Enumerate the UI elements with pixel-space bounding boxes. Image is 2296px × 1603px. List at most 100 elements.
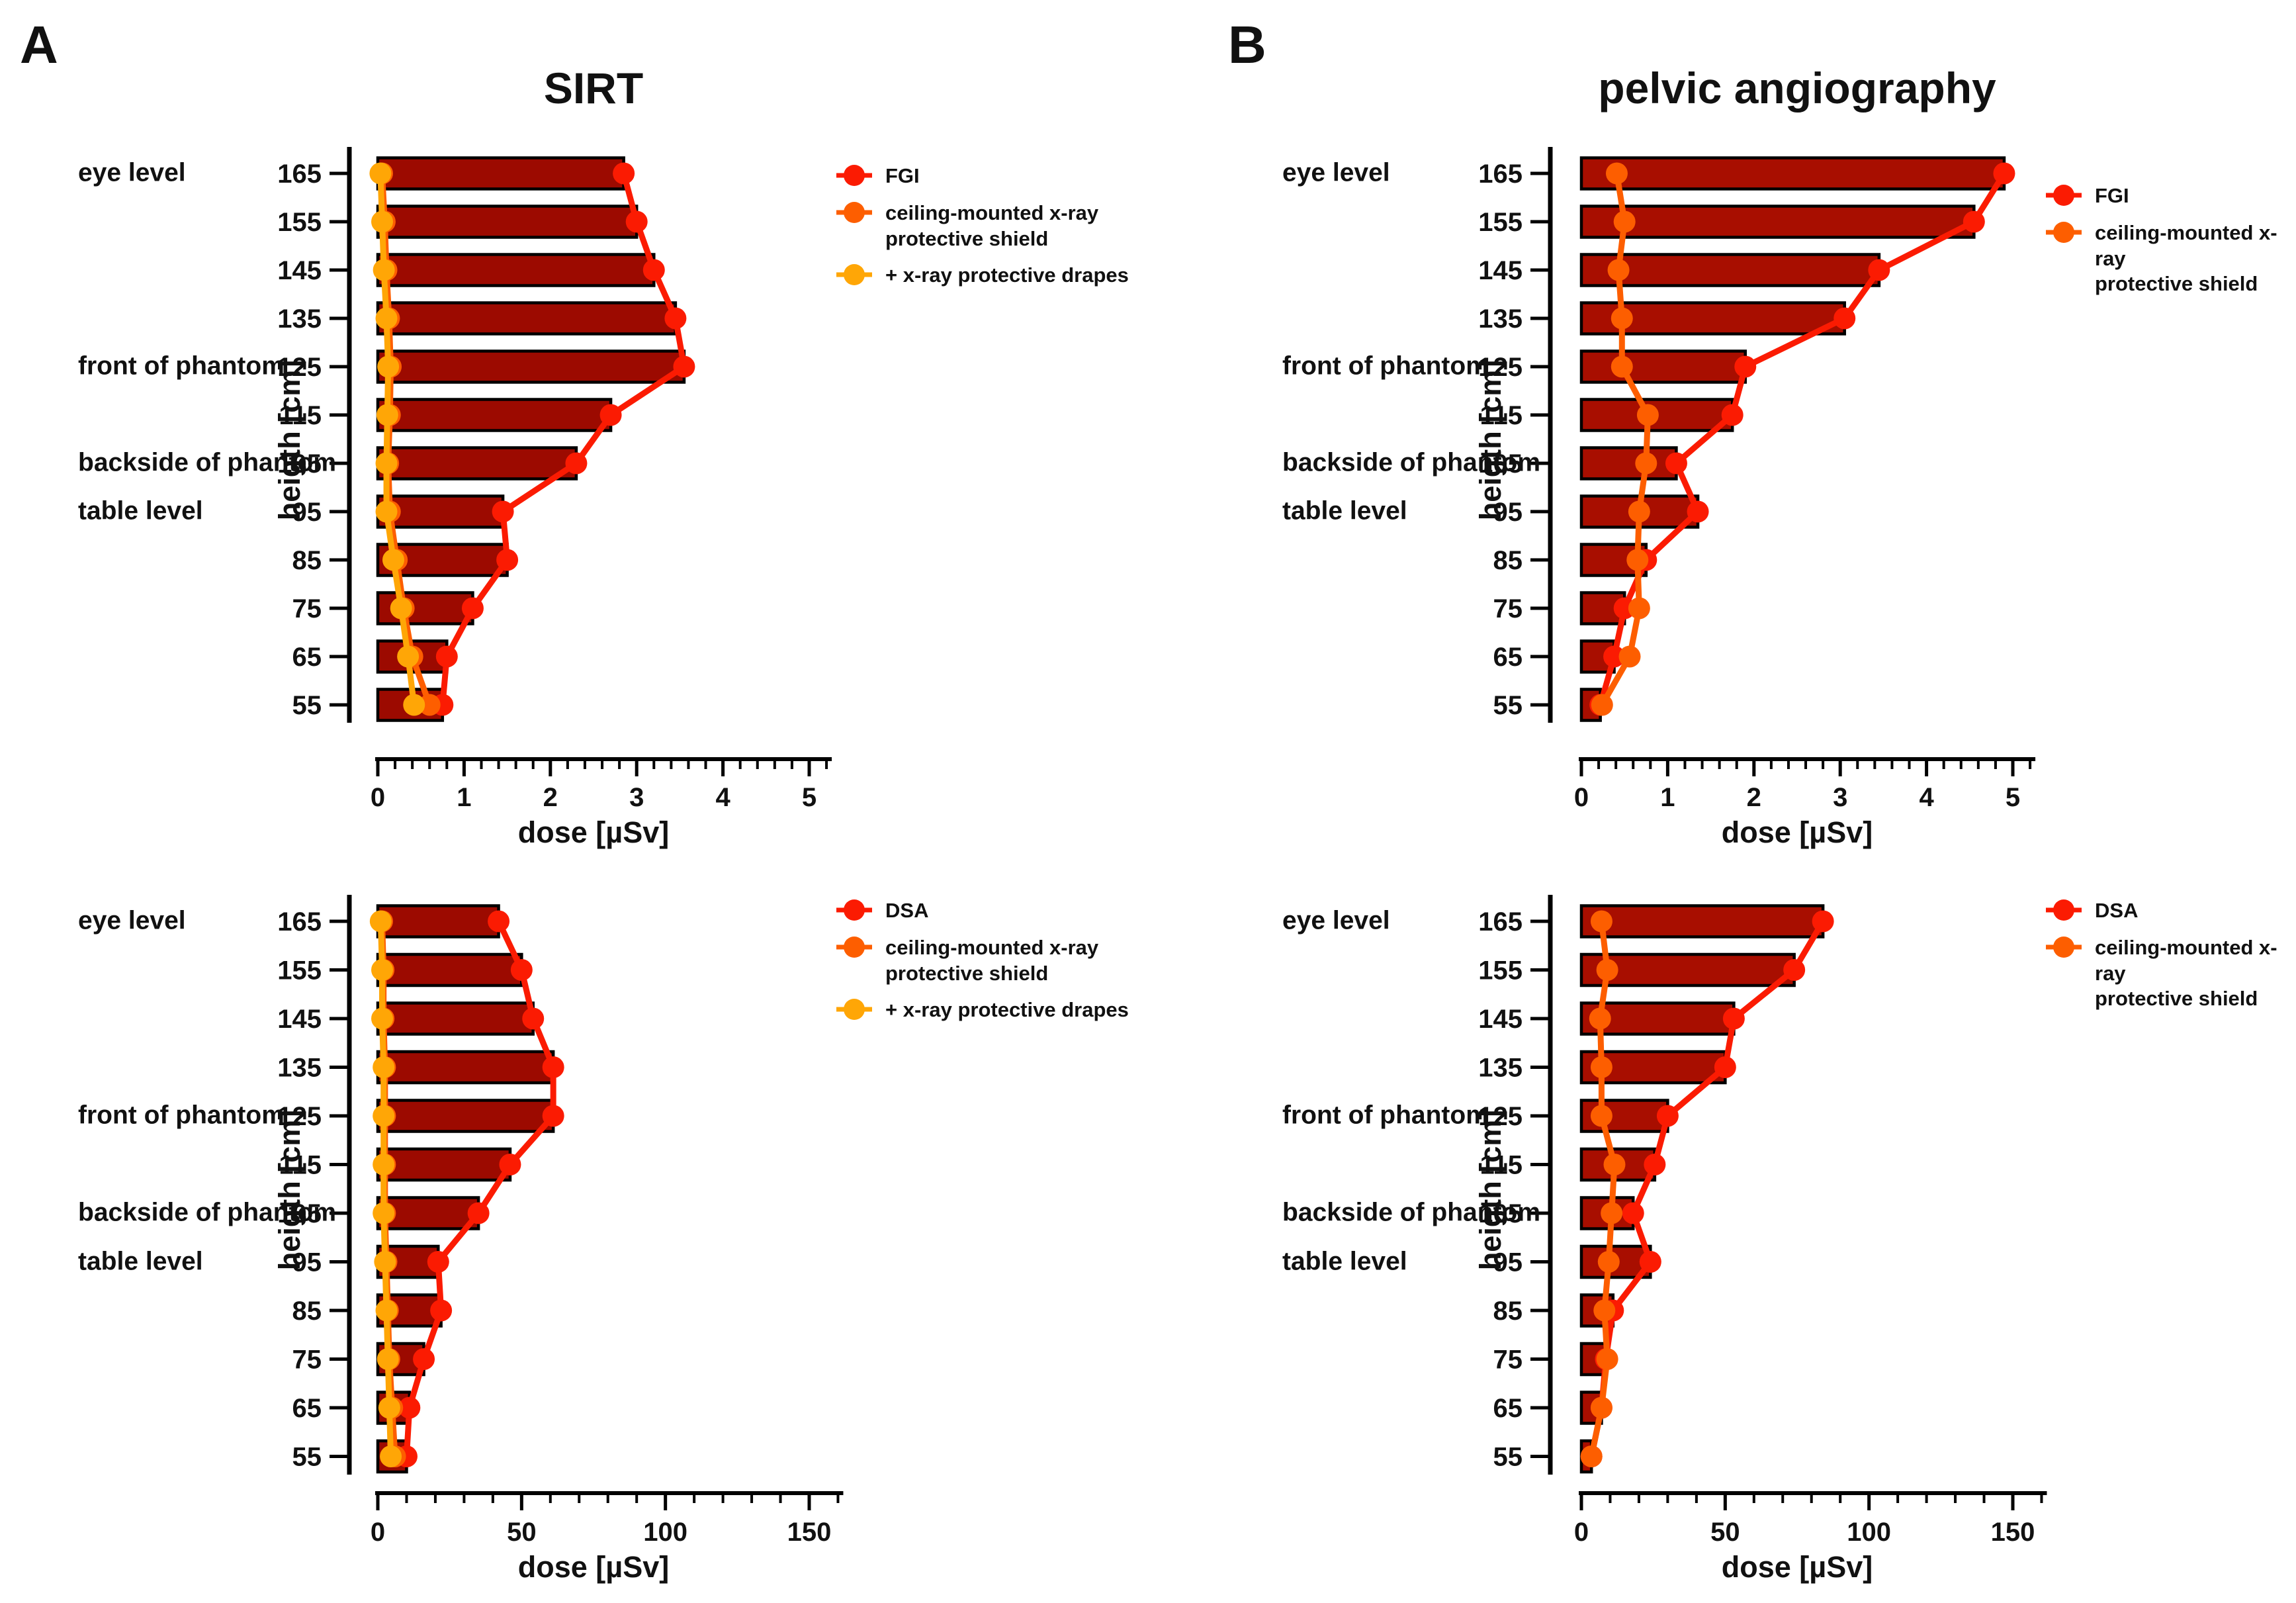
legend-label: FGI	[885, 164, 920, 187]
annotation-table-level: table level	[1282, 496, 1407, 526]
marker-dsa-165	[1812, 910, 1834, 933]
bar-fgi-105	[1579, 446, 1678, 481]
legend-marker-icon	[836, 899, 872, 921]
legend-marker-dot	[844, 999, 865, 1021]
bar-dsa-165	[376, 904, 500, 939]
marker-ceiling-mounted-x-ray-165	[1590, 910, 1612, 933]
y-tick-label: 95	[1493, 498, 1523, 527]
marker-fgi-75	[461, 597, 484, 619]
bar-fgi-145	[376, 253, 656, 287]
legend-label: + x-ray protective drapes	[885, 263, 1129, 287]
legend-label: ceiling-mounted x-ray protective shield	[2095, 935, 2277, 1011]
y-tick-label: 125	[277, 353, 322, 382]
y-tick-label: 135	[1478, 304, 1523, 334]
y-tick-label: 105	[277, 449, 322, 479]
marker-dsa-155	[510, 959, 533, 981]
marker-ceiling-mounted-x-ray-145	[1589, 1007, 1611, 1030]
y-tick-label: 75	[1493, 594, 1523, 623]
marker-dsa-65	[398, 1397, 421, 1419]
marker-fgi-65	[435, 645, 458, 668]
x-tick-label: 3	[1833, 783, 1847, 812]
legend-pelvic-angiography-dsa: DSA ceiling-mounted x-ray protective shie…	[2045, 897, 2296, 1012]
legend-marker-dot	[844, 264, 865, 286]
x-tick-label: 0	[371, 1518, 385, 1547]
x-tick-label: 150	[787, 1518, 832, 1547]
y-tick-label: 115	[279, 401, 322, 430]
y-tick-label: 145	[1478, 1005, 1523, 1034]
marker-dsa-75	[413, 1348, 435, 1370]
marker-x-ray-protective-drapes-85	[382, 549, 404, 571]
bar-fgi-125	[376, 349, 686, 384]
marker-ceiling-mounted-x-ray-135	[1590, 1056, 1612, 1078]
x-tick-label: 3	[629, 783, 644, 812]
chart-pelvic-angiography-fgi: 165 155 145 135 125 115 105 95 85 75 65 55 0 1 2 3 4 5	[1478, 147, 2036, 812]
marker-ceiling-mounted-x-ray-85	[1626, 549, 1649, 571]
bar-fgi-135	[376, 301, 678, 336]
x-tick-label: 150	[1991, 1518, 2035, 1547]
legend-marker-dot	[844, 899, 865, 921]
marker-dsa-95	[427, 1251, 449, 1273]
legend-pelvic-angiography-fgi: FGI ceiling-mounted x-ray protective shie…	[2045, 183, 2296, 297]
x-tick-label: 1	[457, 783, 471, 812]
marker-dsa-125	[1656, 1105, 1679, 1127]
legend-entry-dsa: DSA	[835, 897, 1129, 924]
annotation-table-level: table level	[78, 496, 203, 526]
y-tick-label: 85	[1493, 1297, 1523, 1326]
legend-marker-icon	[836, 999, 872, 1021]
legend-entry-ceiling-mounted-x-ray: ceiling-mounted x-ray protective shield	[2045, 935, 2296, 1012]
marker-fgi-95	[1687, 500, 1709, 523]
marker-fgi-145	[1868, 259, 1890, 281]
marker-x-ray-protective-drapes-125	[373, 1105, 395, 1127]
x-tick-label: 2	[543, 783, 558, 812]
y-tick-label: 85	[292, 546, 322, 575]
marker-ceiling-mounted-x-ray-105	[1635, 452, 1657, 475]
marker-ceiling-mounted-x-ray-125	[1590, 1105, 1612, 1127]
legend-marker-icon	[836, 264, 872, 286]
y-tick-label: 85	[1493, 546, 1523, 575]
marker-fgi-115	[1721, 404, 1744, 426]
y-tick-label: 75	[1493, 1346, 1523, 1375]
x-tick-label: 4	[1919, 783, 1934, 812]
y-tick-label: 55	[1493, 691, 1523, 720]
legend-marker-icon	[2046, 899, 2082, 921]
y-tick-label: 135	[277, 304, 322, 334]
chart-title-pelvic-angiography-fgi: pelvic angiography	[1598, 64, 1996, 113]
marker-ceiling-mounted-x-ray-105	[1601, 1202, 1623, 1224]
y-axis-title-pelvic-angiography-fgi: heigth [cm]	[1474, 359, 1507, 521]
y-tick-label: 85	[292, 1297, 322, 1326]
y-tick-label: 135	[277, 1054, 322, 1083]
marker-dsa-85	[430, 1299, 453, 1322]
y-tick-label: 95	[292, 1248, 322, 1277]
x-tick-label: 100	[643, 1518, 687, 1547]
legend-marker-dot	[2053, 185, 2074, 206]
annotation-front-of-phantom: front of phantom	[1282, 351, 1489, 381]
marker-x-ray-protective-drapes-95	[374, 1251, 396, 1273]
y-tick-label: 105	[1478, 1199, 1523, 1228]
x-axis-title-sirt-fgi: dose [µSv]	[517, 815, 670, 849]
marker-ceiling-mounted-x-ray-55	[1591, 694, 1613, 716]
marker-x-ray-protective-drapes-165	[369, 910, 392, 933]
legend-marker-icon	[2046, 185, 2082, 206]
marker-fgi-115	[599, 404, 622, 426]
marker-ceiling-mounted-x-ray-75	[1596, 1348, 1618, 1370]
legend-sirt-fgi: FGI ceiling-mounted x-ray protective shie…	[835, 163, 1129, 289]
annotation-eye-level: eye level	[78, 158, 186, 187]
legend-marker-dot	[2053, 936, 2074, 958]
legend-label: ceiling-mounted x-ray protective shield	[2095, 220, 2277, 296]
marker-ceiling-mounted-x-ray-155	[1596, 959, 1618, 981]
y-tick-label: 105	[1478, 449, 1523, 479]
marker-fgi-155	[625, 210, 648, 233]
marker-ceiling-mounted-x-ray-55	[1580, 1445, 1603, 1467]
chart-pelvic-angiography-dsa: 165 155 145 135 125 115 105 95 85 75 65 55 0 50 100 150	[1478, 895, 2047, 1547]
marker-dsa-135	[542, 1056, 564, 1078]
marker-x-ray-protective-drapes-75	[390, 597, 412, 619]
x-tick-label: 50	[507, 1518, 537, 1547]
legend-entry-x-ray-protective-drapes: + x-ray protective drapes	[835, 262, 1129, 289]
bar-dsa-165	[1579, 904, 1825, 939]
y-tick-label: 145	[277, 256, 322, 285]
legend-entry-ceiling-mounted-x-ray: ceiling-mounted x-ray protective shield	[835, 935, 1129, 987]
y-tick-label: 75	[292, 1346, 322, 1375]
bar-fgi-115	[376, 398, 613, 432]
legend-entry-ceiling-mounted-x-ray: ceiling-mounted x-ray protective shield	[835, 200, 1129, 252]
